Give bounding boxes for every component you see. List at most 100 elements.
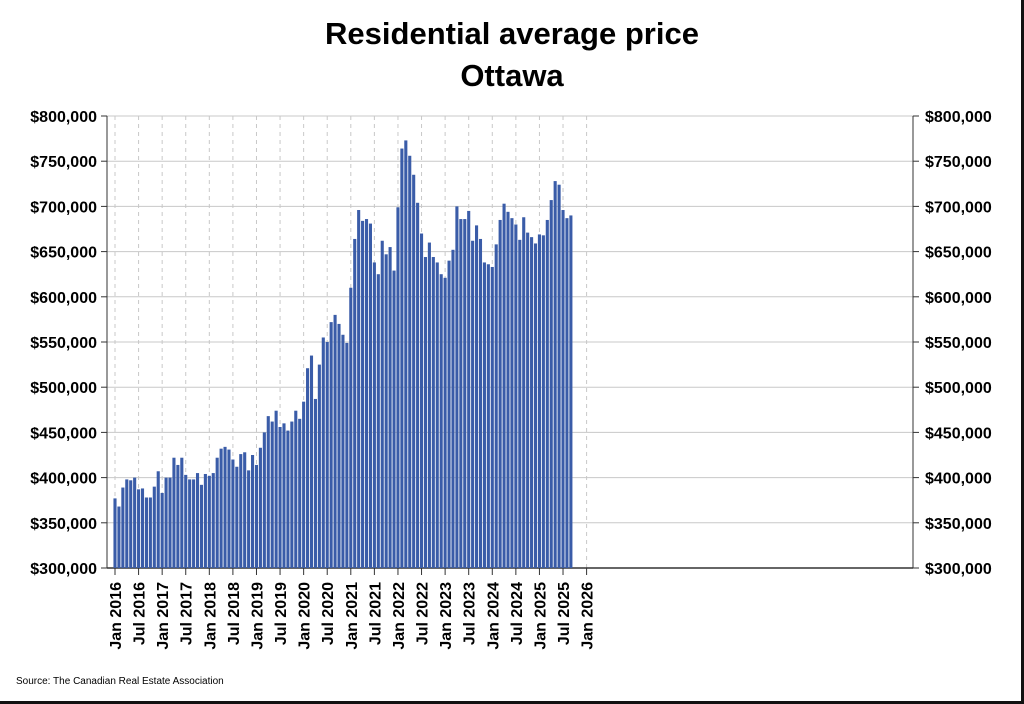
bar xyxy=(215,457,219,568)
x-tick-label: Jul 2024 xyxy=(509,582,526,645)
bar xyxy=(172,457,176,568)
y-tick-label-right: $650,000 xyxy=(925,245,992,262)
x-tick-label: Jul 2020 xyxy=(320,582,337,645)
bar xyxy=(345,342,349,568)
bar xyxy=(486,264,490,568)
bar xyxy=(392,270,396,568)
y-tick-label-right: $750,000 xyxy=(925,154,992,171)
bar xyxy=(168,477,172,568)
bar xyxy=(294,410,298,568)
bar xyxy=(144,497,148,568)
bar xyxy=(129,480,133,568)
bar xyxy=(408,155,412,568)
bar xyxy=(148,497,152,568)
bar xyxy=(278,426,282,568)
bar xyxy=(207,475,211,568)
bar xyxy=(439,274,443,568)
bar xyxy=(545,219,549,568)
bar xyxy=(239,454,243,568)
bar xyxy=(549,200,553,568)
bar xyxy=(526,232,530,568)
y-tick-label-right: $600,000 xyxy=(925,290,992,307)
bar xyxy=(247,470,251,568)
bar xyxy=(274,410,278,568)
bar xyxy=(188,479,192,568)
bar xyxy=(302,401,306,568)
bar xyxy=(140,488,145,568)
bar xyxy=(211,473,215,568)
chart-title: Residential average price xyxy=(325,16,699,51)
bar xyxy=(223,446,227,568)
bar xyxy=(313,398,317,568)
bar xyxy=(467,210,471,569)
bar xyxy=(482,262,486,568)
bar xyxy=(514,224,518,569)
bar xyxy=(317,364,321,568)
bar xyxy=(306,368,310,568)
x-tick-label: Jan 2025 xyxy=(532,582,549,650)
y-tick-label-right: $800,000 xyxy=(925,109,992,126)
bar xyxy=(199,484,204,568)
bar xyxy=(325,342,329,568)
bar xyxy=(353,238,357,568)
bar xyxy=(251,455,255,568)
x-tick-label: Jan 2018 xyxy=(202,582,219,650)
bar xyxy=(309,355,314,568)
bar xyxy=(364,219,369,568)
bar xyxy=(298,418,302,568)
bar xyxy=(164,477,168,568)
bar xyxy=(541,235,545,568)
bar xyxy=(518,239,522,568)
x-tick-label: Jul 2016 xyxy=(132,582,149,645)
bar xyxy=(243,452,247,568)
bar xyxy=(282,423,286,568)
y-tick-label-right: $500,000 xyxy=(925,380,992,397)
bar xyxy=(376,274,380,568)
bar xyxy=(258,447,262,568)
bar xyxy=(329,322,333,568)
bar xyxy=(388,247,392,568)
bar xyxy=(125,479,129,568)
bar xyxy=(494,244,498,569)
bar xyxy=(180,457,184,568)
x-tick-label: Jul 2017 xyxy=(179,582,196,645)
bar xyxy=(431,257,435,568)
bar xyxy=(219,448,223,568)
bar xyxy=(117,506,121,568)
x-tick-label: Jul 2025 xyxy=(556,582,573,645)
x-tick-label: Jan 2019 xyxy=(249,582,266,650)
bar xyxy=(384,254,388,568)
bar xyxy=(227,449,231,568)
bar xyxy=(412,174,416,568)
bar xyxy=(400,148,404,568)
bar xyxy=(522,217,526,569)
bar xyxy=(349,287,353,568)
y-tick-label-right: $450,000 xyxy=(925,425,992,442)
bar xyxy=(368,223,372,569)
x-tick-label: Jul 2021 xyxy=(367,582,384,645)
bar xyxy=(404,140,408,568)
y-tick-label-left: $600,000 xyxy=(30,290,97,307)
bar xyxy=(156,471,160,568)
bar xyxy=(266,416,270,568)
bar xyxy=(475,225,479,568)
bar xyxy=(459,219,463,568)
x-tick-label: Jul 2018 xyxy=(226,582,243,645)
bar xyxy=(337,323,341,568)
x-tick-label: Jan 2024 xyxy=(485,582,502,650)
bar xyxy=(270,421,274,568)
y-tick-label-left: $300,000 xyxy=(30,561,97,578)
bar xyxy=(435,262,439,568)
y-tick-label-right: $400,000 xyxy=(925,471,992,488)
bar xyxy=(152,486,156,568)
chart-subtitle: Ottawa xyxy=(460,58,564,93)
bar xyxy=(427,242,431,568)
bar xyxy=(195,473,200,568)
bar xyxy=(254,464,259,568)
x-tick-label: Jan 2016 xyxy=(108,582,125,650)
bar xyxy=(447,260,451,568)
bar xyxy=(184,474,188,568)
bar xyxy=(231,459,235,568)
bar xyxy=(510,218,514,569)
